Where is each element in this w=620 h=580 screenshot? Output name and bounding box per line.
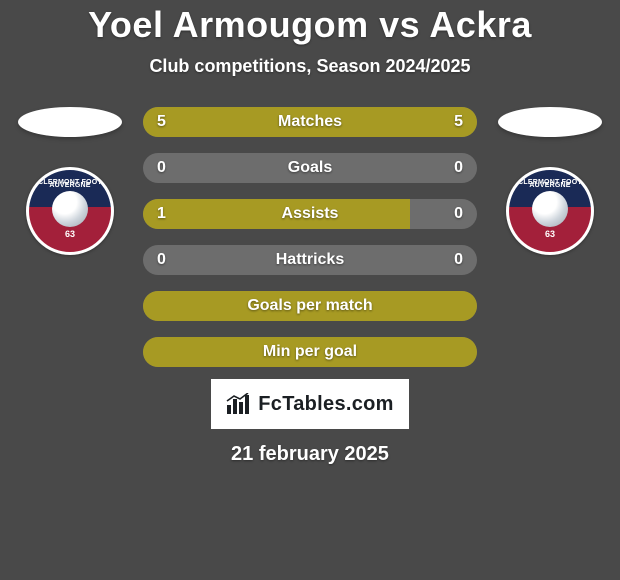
right-club-badge: CLERMONT FOOT AUVERGNE 63 (506, 167, 594, 255)
page-subtitle: Club competitions, Season 2024/2025 (0, 56, 620, 77)
stat-metric-label: Matches (143, 107, 477, 137)
comparison-bars: 55Matches 00Goals 10Assists 00Hattricks Goal… (143, 107, 477, 367)
comparison-date: 21 february 2025 (0, 443, 620, 466)
stat-metric-label: Hattricks (143, 245, 477, 275)
player-silhouette-placeholder (18, 107, 122, 137)
player-silhouette-placeholder (498, 107, 602, 137)
left-player-column: CLERMONT FOOT AUVERGNE 63 (15, 107, 125, 255)
stat-metric-label: Goals per match (143, 291, 477, 321)
comparison-content: CLERMONT FOOT AUVERGNE 63 55Matches 00Goa… (0, 107, 620, 367)
comparison-infographic: Yoel Armougom vs Ackra Club competitions… (0, 0, 620, 580)
brand-text: FcTables.com (258, 393, 394, 416)
badge-text-line2: AUVERGNE (529, 182, 570, 189)
badge-number: 63 (65, 229, 75, 239)
stat-bar: 10Assists (143, 199, 477, 229)
stat-bar: 55Matches (143, 107, 477, 137)
badge-text-line2: AUVERGNE (49, 182, 90, 189)
badge-number: 63 (545, 229, 555, 239)
stat-bar: 00Goals (143, 153, 477, 183)
stat-metric-label: Min per goal (143, 337, 477, 367)
badge-ball-icon (52, 191, 88, 227)
badge-ball-icon (532, 191, 568, 227)
page-title: Yoel Armougom vs Ackra (0, 4, 620, 46)
stat-metric-label: Goals (143, 153, 477, 183)
chart-icon (226, 393, 252, 415)
stat-metric-label: Assists (143, 199, 477, 229)
brand-attribution: FcTables.com (211, 379, 409, 429)
stat-bar: Goals per match (143, 291, 477, 321)
stat-bar: Min per goal (143, 337, 477, 367)
right-player-column: CLERMONT FOOT AUVERGNE 63 (495, 107, 605, 255)
left-club-badge: CLERMONT FOOT AUVERGNE 63 (26, 167, 114, 255)
stat-bar: 00Hattricks (143, 245, 477, 275)
